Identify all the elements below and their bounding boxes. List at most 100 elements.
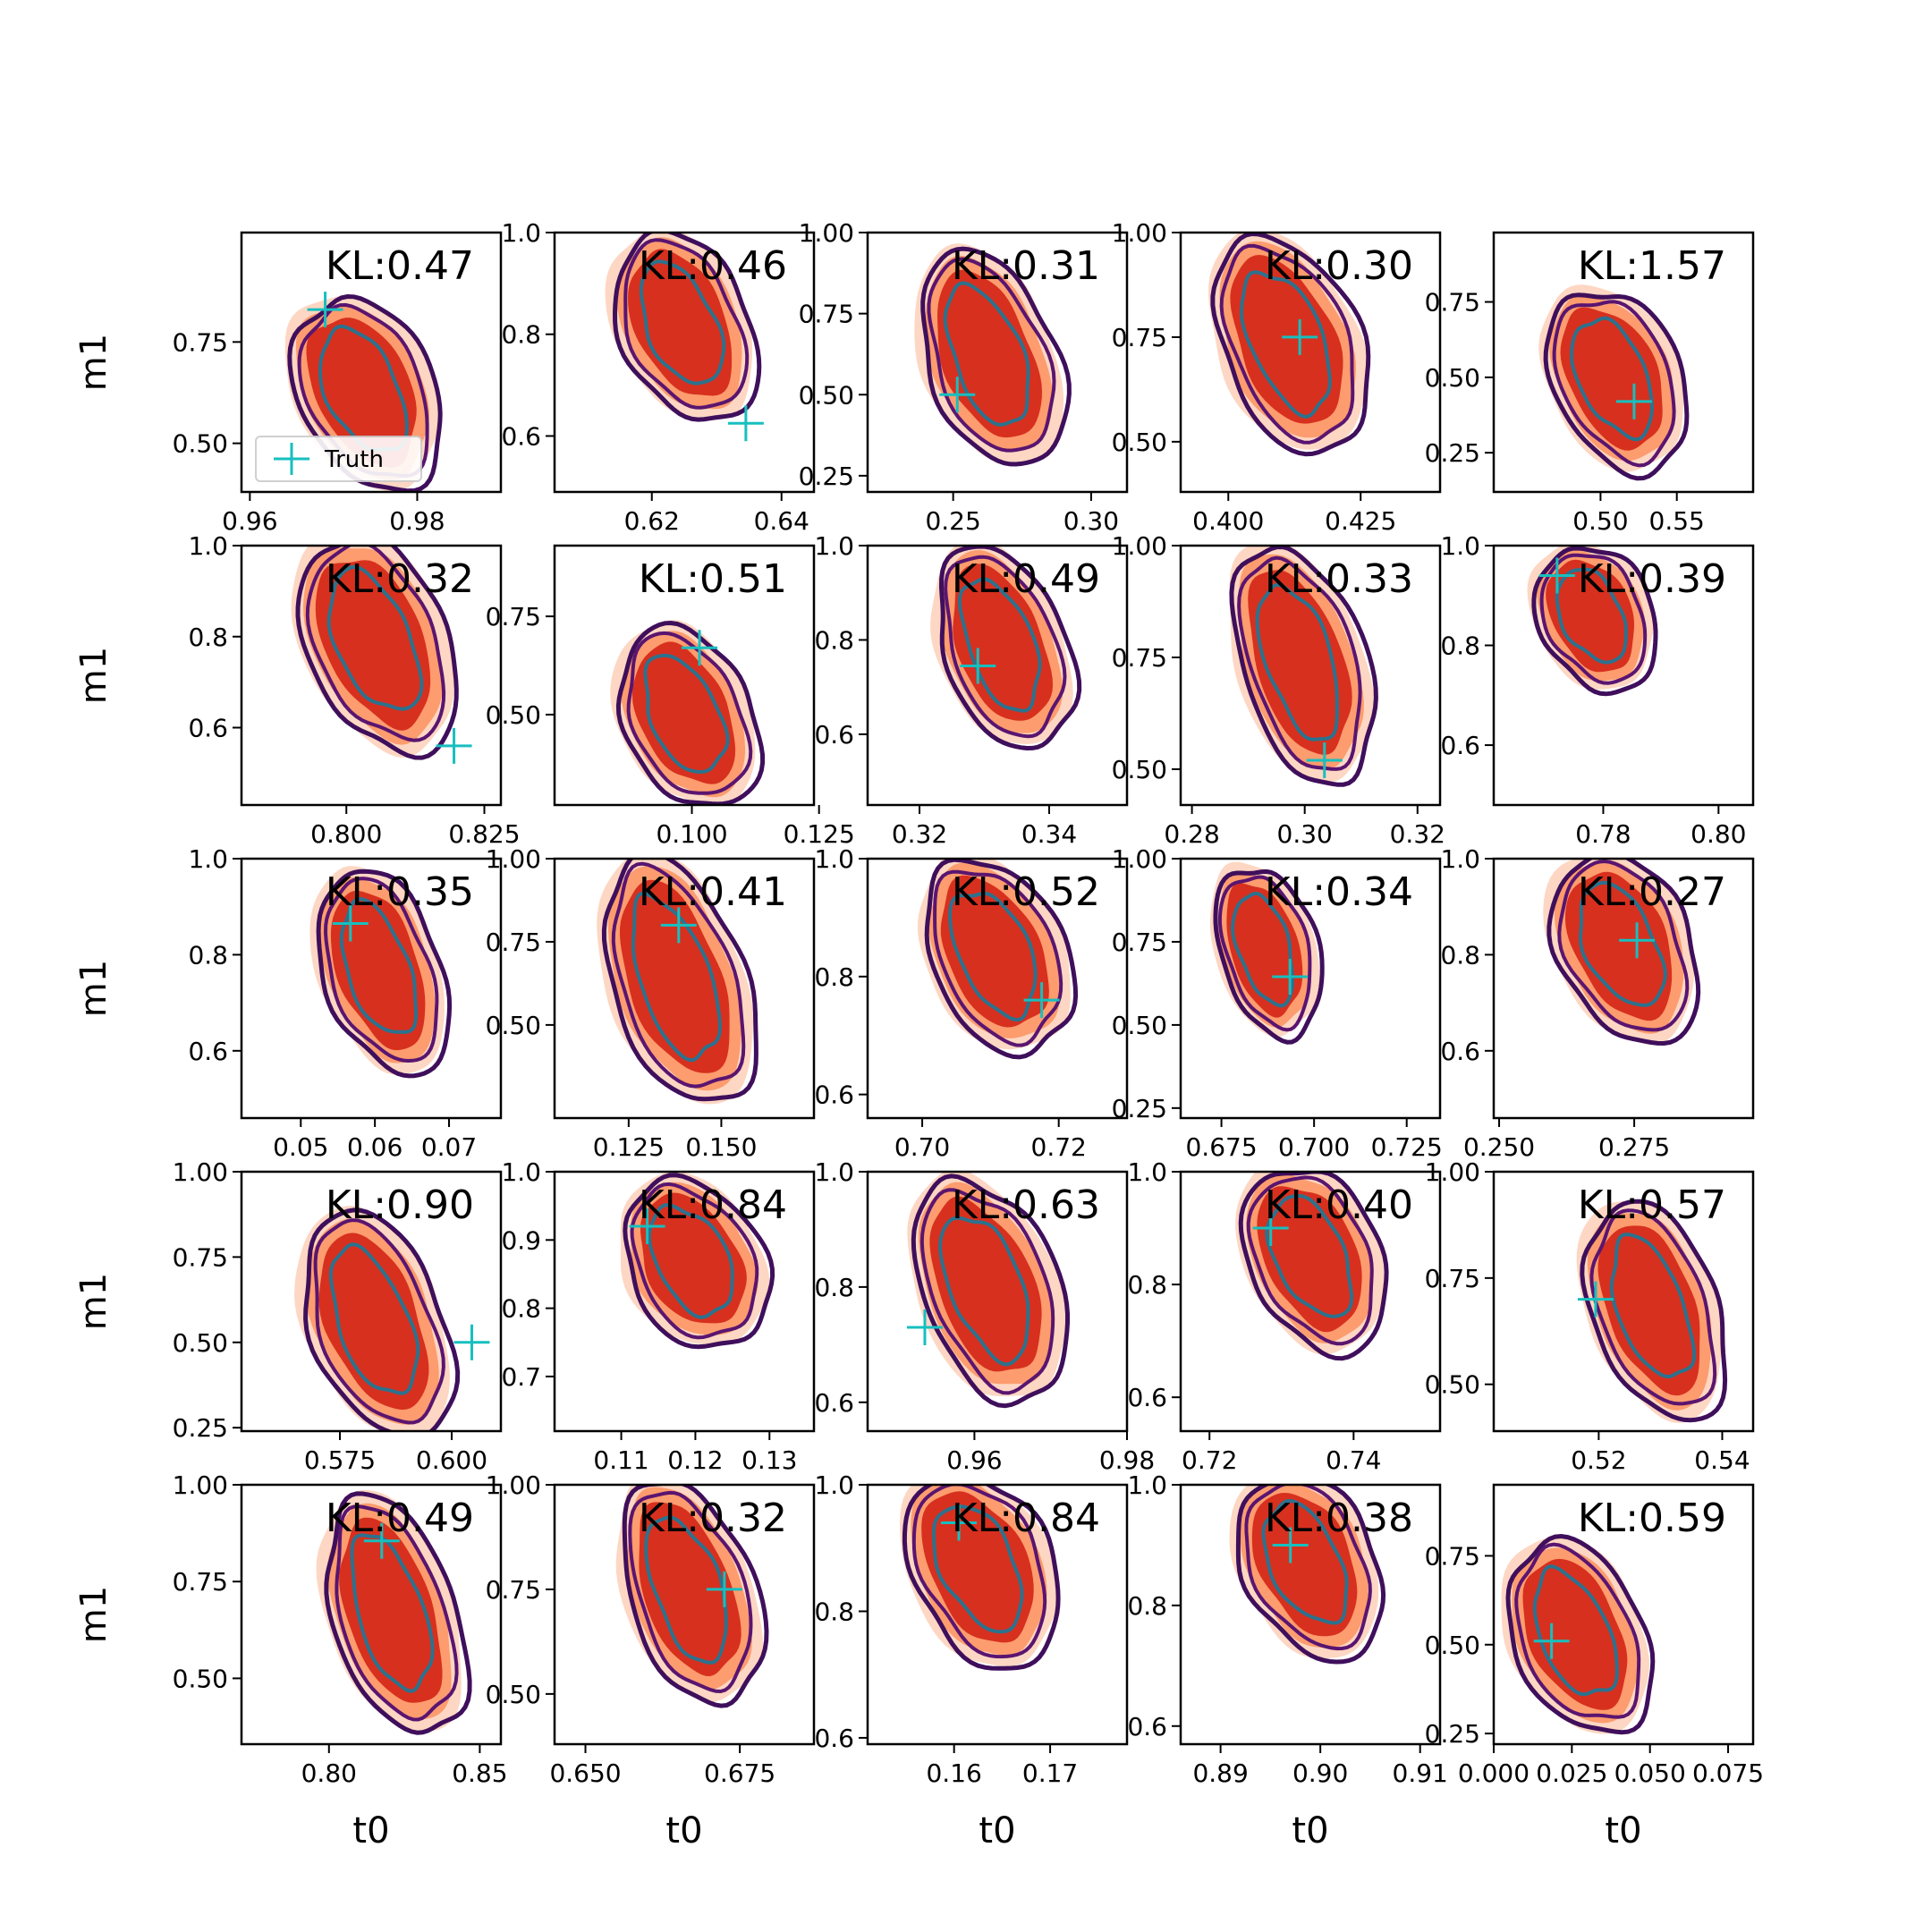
x-tick-label: 0.825 <box>448 819 520 849</box>
y-tick-label: 0.75 <box>486 1575 541 1605</box>
x-tick-label: 0.575 <box>304 1445 376 1475</box>
x-tick-label: 0.96 <box>222 506 277 536</box>
posterior-density <box>294 1206 461 1431</box>
axes-frame <box>553 857 816 1120</box>
y-tick-label: 0.6 <box>1440 1037 1480 1066</box>
axes-frame <box>240 231 503 494</box>
contour-inner <box>1569 316 1655 442</box>
contour-inner <box>318 324 409 453</box>
x-tick-label: 0.700 <box>1278 1132 1350 1162</box>
contour-mid <box>623 238 750 410</box>
posterior-density <box>1576 1199 1728 1423</box>
truth-marker <box>941 1504 978 1541</box>
posterior-density <box>917 859 1079 1060</box>
axes-frame <box>866 857 1129 1120</box>
kl-label: KL:0.84 <box>952 1496 1100 1541</box>
x-tick-label: 0.075 <box>1692 1758 1764 1788</box>
x-tick-label: 0.28 <box>1164 819 1219 849</box>
x-axis-label: t0 <box>352 1810 389 1852</box>
panel-1: 0.96 0.98 0.50 0.75 KL:0.47 m1 <box>73 231 503 536</box>
legend: Truth <box>255 436 422 482</box>
y-tick-label: 0.50 <box>486 1680 541 1709</box>
truth-marker <box>332 905 369 942</box>
density-fill-inner <box>1522 1558 1628 1710</box>
panel-20: 0.52 0.54 0.50 0.75 1.00 KL:0.57 <box>1425 1157 1755 1475</box>
panel-2: 0.62 0.64 0.6 0.8 1.0 KL:0.46 <box>501 218 816 536</box>
x-tick-label: 0.250 <box>1463 1132 1535 1162</box>
axes-frame <box>866 1483 1129 1746</box>
y-tick-label: 0.8 <box>501 1294 541 1324</box>
panel-15: 0.250 0.275 0.6 0.8 1.0 KL:0.27 <box>1440 844 1755 1162</box>
axes-frame <box>553 231 816 494</box>
contour-mid <box>335 1504 459 1722</box>
contour-outer <box>1229 546 1378 787</box>
x-tick-label: 0.96 <box>946 1445 1002 1475</box>
truth-marker <box>1577 1281 1614 1318</box>
y-tick-label: 1.0 <box>814 531 854 561</box>
y-tick-label: 0.50 <box>1112 755 1167 784</box>
contour-mid <box>919 1188 1055 1395</box>
contour-mid <box>611 861 746 1089</box>
panel-4: 0.400 0.425 0.50 0.75 1.00 KL:0.30 <box>1112 218 1442 536</box>
y-tick-label: 0.75 <box>173 327 228 357</box>
axes-frame <box>1179 231 1442 494</box>
contour-mid <box>1237 555 1362 771</box>
contour-inner <box>326 565 424 711</box>
panel-8: 0.32 0.34 0.6 0.8 1.0 KL:0.49 <box>814 531 1129 849</box>
density-fill-inner <box>620 879 730 1073</box>
axes-frame <box>1179 1170 1442 1433</box>
panel-10: 0.78 0.80 0.6 0.8 1.0 KL:0.39 <box>1440 531 1755 849</box>
density-fill-inner <box>1597 1225 1700 1396</box>
contour-inner <box>631 891 722 1063</box>
y-tick-label: 0.75 <box>1112 928 1167 957</box>
contour-inner <box>943 281 1030 427</box>
x-tick-label: 0.150 <box>685 1132 757 1162</box>
contour-inner <box>938 1216 1030 1367</box>
x-tick-label: 0.80 <box>301 1758 357 1788</box>
posterior-density <box>597 859 758 1105</box>
x-tick-label: 0.34 <box>1021 819 1077 849</box>
x-axis-label: t0 <box>979 1810 1015 1852</box>
axes-frame <box>1179 857 1442 1120</box>
y-tick-label: 0.50 <box>1112 1011 1167 1040</box>
contour-inner <box>339 896 419 1034</box>
x-tick-label: 0.90 <box>1292 1758 1348 1788</box>
y-tick-label: 0.6 <box>188 1037 228 1066</box>
panel-17: 0.11 0.12 0.13 0.7 0.8 0.9 1.0 KL:0.84 <box>501 1157 816 1475</box>
y-tick-label: 0.50 <box>1112 428 1167 457</box>
posterior-density <box>610 620 766 805</box>
y-tick-label: 1.0 <box>501 1157 541 1187</box>
y-tick-label: 1.00 <box>1112 218 1167 248</box>
axes-frame <box>240 857 503 1120</box>
x-tick-label: 0.275 <box>1598 1132 1670 1162</box>
density-fill-inner <box>306 318 417 468</box>
y-tick-label: 0.8 <box>814 962 854 992</box>
density-fill-inner <box>339 1517 443 1703</box>
panel-9: 0.28 0.30 0.32 0.50 0.75 1.00 KL:0.33 <box>1112 531 1445 849</box>
y-tick-label: 0.75 <box>173 1242 228 1272</box>
x-tick-label: 0.32 <box>892 819 947 849</box>
y-tick-label: 1.00 <box>173 1157 228 1187</box>
y-tick-label: 0.50 <box>173 1328 228 1358</box>
panel-6: 0.800 0.825 0.6 0.8 1.0 KL:0.32 m1 <box>73 531 521 849</box>
x-tick-label: 0.11 <box>593 1445 648 1475</box>
posterior-density <box>1208 233 1371 457</box>
density-fill-inner <box>1251 1493 1358 1637</box>
panel-18: 0.96 0.98 0.6 0.8 1.0 KL:0.63 <box>814 1157 1155 1475</box>
y-tick-label: 1.0 <box>814 1470 854 1500</box>
y-tick-label: 0.6 <box>188 714 228 743</box>
y-axis-label: m1 <box>73 1273 114 1330</box>
kl-label: KL:0.47 <box>326 243 474 289</box>
posterior-density <box>1229 546 1378 787</box>
y-tick-label: 1.0 <box>814 844 854 874</box>
x-tick-label: 0.98 <box>1099 1445 1155 1475</box>
contour-outer <box>623 1173 775 1350</box>
axes-frame <box>1492 544 1755 807</box>
contour-inner <box>647 1203 734 1319</box>
density-fill-inner <box>1226 883 1303 1018</box>
x-tick-label: 0.675 <box>1185 1132 1257 1162</box>
y-axis-label: m1 <box>73 647 114 704</box>
contour-inner <box>328 1242 420 1395</box>
y-tick-label: 1.00 <box>1112 844 1167 874</box>
density-fill-inner <box>628 249 733 396</box>
